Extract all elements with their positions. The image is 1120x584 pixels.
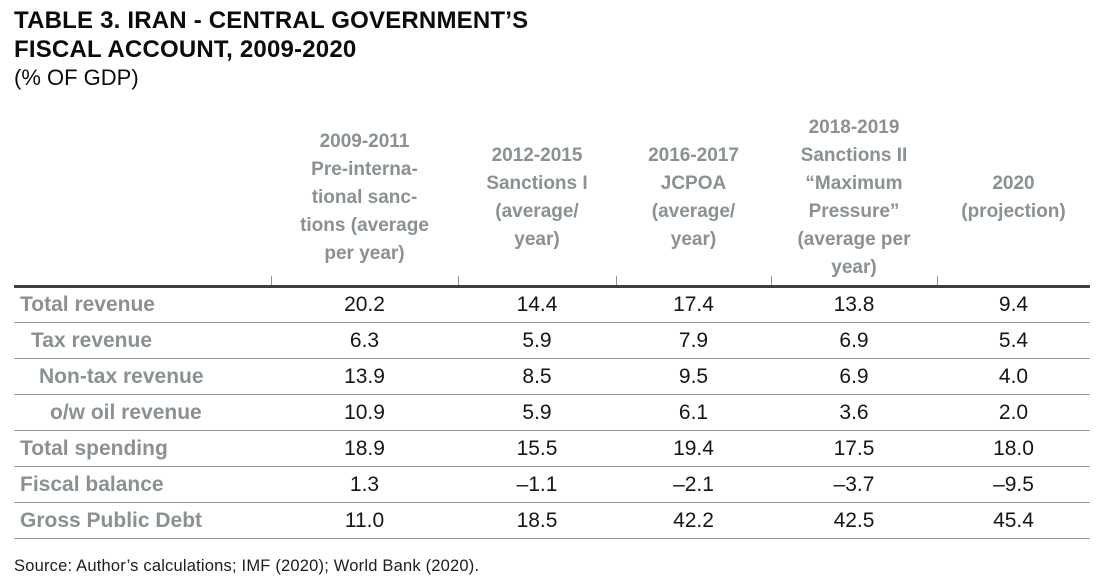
cell-value: –3.7: [833, 472, 875, 496]
cell-value: 20.2: [344, 293, 385, 316]
cell-value: 1.3: [349, 472, 380, 496]
table-subtitle-unit: (% OF GDP): [14, 65, 139, 90]
cell-value: 6.1: [678, 400, 709, 424]
row-label: Non-tax revenue: [39, 364, 204, 388]
cell-value: 17.5: [833, 436, 875, 460]
table-title-block: TABLE 3. IRAN - CENTRAL GOVERNMENT’S FIS…: [14, 6, 528, 91]
cell-value: 6.3: [349, 328, 380, 352]
cell-value: 4.0: [998, 364, 1029, 388]
column-header-2018-2019: 2018-2019 Sanctions II “Maximum Pressure…: [771, 110, 938, 287]
cell-value: 10.9: [344, 400, 385, 424]
cell-value: 8.5: [522, 364, 552, 388]
cell-value: 11.0: [344, 508, 385, 532]
cell-value: 9.5: [678, 364, 709, 388]
column-header-2016-2017: 2016-2017 JCPOA (average/ year): [616, 110, 772, 287]
table-row-tax-revenue: Tax revenue 6.3 5.9 7.9 6.9 5.4: [14, 323, 1090, 359]
cell-value: 18.5: [516, 508, 558, 532]
cell-value: 6.9: [839, 364, 869, 388]
row-label: Total revenue: [20, 293, 155, 316]
cell-value: 13.8: [833, 293, 875, 316]
cell-value: 17.4: [673, 293, 714, 316]
table-row-fiscal-balance: Fiscal balance 1.3 –1.1 –2.1 –3.7 –9.5: [14, 467, 1090, 503]
table-row-ow-oil-revenue: o/w oil revenue 10.9 5.9 6.1 3.6 2.0: [14, 395, 1090, 431]
cell-value: 6.9: [839, 328, 869, 352]
table-row-total-revenue: Total revenue 20.2 14.4 17.4 13.8 9.4: [14, 287, 1090, 323]
cell-value: 18.9: [344, 436, 385, 460]
table-row-gross-public-debt: Gross Public Debt 11.0 18.5 42.2 42.5 45…: [14, 503, 1090, 539]
table-row-non-tax-revenue: Non-tax revenue 13.9 8.5 9.5 6.9 4.0: [14, 359, 1090, 395]
cell-value: 2.0: [998, 400, 1029, 424]
cell-value: –9.5: [993, 472, 1034, 496]
table-row-total-spending: Total spending 18.9 15.5 19.4 17.5 18.0: [14, 431, 1090, 467]
table-title-line-1: TABLE 3. IRAN - CENTRAL GOVERNMENT’S: [14, 7, 529, 34]
cell-value: 19.4: [673, 436, 714, 460]
cell-value: –2.1: [673, 472, 714, 496]
cell-value: 3.6: [839, 400, 869, 424]
cell-value: 5.4: [998, 328, 1029, 352]
row-label: o/w oil revenue: [50, 400, 202, 424]
cell-value: 45.4: [993, 508, 1034, 532]
cell-value: 5.9: [522, 328, 552, 352]
cell-value: 42.2: [673, 508, 714, 532]
cell-value: 9.4: [998, 293, 1029, 316]
column-header-2009-2011: 2009-2011 Pre-interna- tional sanc- tion…: [271, 110, 459, 287]
cell-value: 5.9: [522, 400, 552, 424]
row-label: Total spending: [20, 436, 168, 460]
row-label: Gross Public Debt: [20, 508, 203, 532]
cell-value: 42.5: [833, 508, 875, 532]
cell-value: 14.4: [516, 293, 558, 316]
cell-value: –1.1: [516, 472, 558, 496]
cell-value: 18.0: [993, 436, 1034, 460]
table-title-line-2: FISCAL ACCOUNT, 2009-2020: [14, 36, 357, 63]
source-note: Source: Author’s calculations; IMF (2020…: [14, 557, 480, 575]
cell-value: 15.5: [516, 436, 558, 460]
cell-value: 7.9: [678, 328, 709, 352]
row-label: Tax revenue: [31, 328, 153, 352]
fiscal-account-table: 2009-2011 Pre-interna- tional sanc- tion…: [14, 110, 1090, 539]
column-header-2012-2015: 2012-2015 Sanctions I (average/ year): [458, 110, 617, 287]
column-header-2020: 2020 (projection): [961, 172, 1066, 222]
header-row: 2009-2011 Pre-interna- tional sanc- tion…: [14, 110, 1090, 287]
row-label: Fiscal balance: [20, 472, 164, 496]
corner-header-cell: [14, 110, 272, 287]
cell-value: 13.9: [344, 364, 385, 388]
